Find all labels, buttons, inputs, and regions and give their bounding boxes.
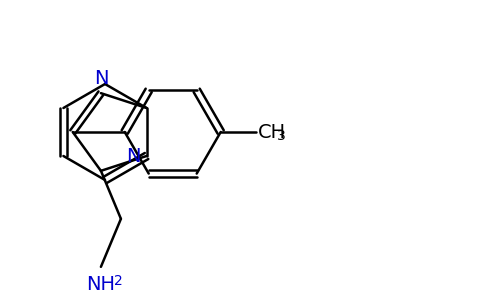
Text: N: N (126, 146, 140, 166)
Text: 2: 2 (114, 274, 122, 288)
Text: CH: CH (257, 122, 286, 142)
Text: N: N (94, 69, 108, 88)
Text: 3: 3 (277, 129, 286, 143)
Text: NH: NH (87, 275, 115, 294)
